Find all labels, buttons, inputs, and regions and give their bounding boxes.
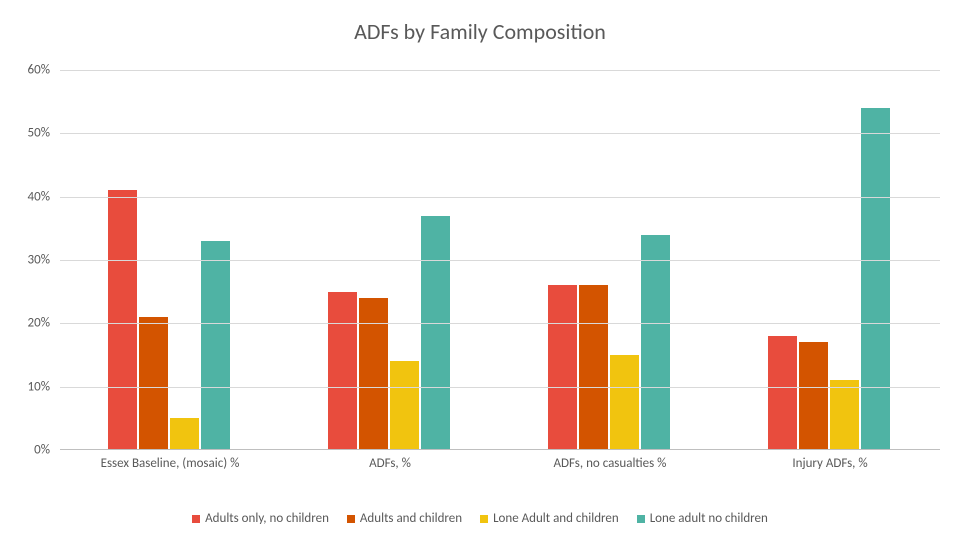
legend-label: Lone Adult and children: [493, 511, 619, 526]
x-axis-label: Injury ADFs, %: [792, 456, 867, 471]
x-axis-label: ADFs, %: [369, 456, 411, 471]
x-axis-line: [60, 449, 940, 450]
gridline: [60, 387, 940, 388]
gridline: [60, 70, 940, 71]
y-axis-label: 50%: [10, 126, 50, 141]
bar: [830, 380, 859, 450]
legend-swatch: [480, 515, 488, 523]
bar: [641, 235, 670, 450]
legend-item: Adults and children: [347, 511, 462, 526]
legend-swatch: [637, 515, 645, 523]
legend-swatch: [347, 515, 355, 523]
bar: [390, 361, 419, 450]
legend-label: Adults and children: [360, 511, 462, 526]
bar: [328, 292, 357, 450]
bar: [139, 317, 168, 450]
bar: [359, 298, 388, 450]
legend-swatch: [192, 515, 200, 523]
chart-title: ADFs by Family Composition: [0, 18, 960, 45]
bar: [421, 216, 450, 450]
bar: [108, 190, 137, 450]
y-axis-label: 10%: [10, 379, 50, 394]
y-axis-label: 40%: [10, 189, 50, 204]
y-axis-label: 0%: [10, 443, 50, 458]
bar: [861, 108, 890, 450]
bar: [799, 342, 828, 450]
gridline: [60, 133, 940, 134]
y-axis-label: 60%: [10, 63, 50, 78]
legend-label: Adults only, no children: [205, 511, 329, 526]
legend: Adults only, no children Adults and child…: [0, 511, 960, 526]
x-axis-label: Essex Baseline, (mosaic) %: [101, 456, 240, 471]
gridline: [60, 197, 940, 198]
legend-item: Adults only, no children: [192, 511, 329, 526]
legend-item: Lone adult no children: [637, 511, 768, 526]
legend-item: Lone Adult and children: [480, 511, 619, 526]
bar: [548, 285, 577, 450]
x-axis-label: ADFs, no casualties %: [554, 456, 667, 471]
bar: [610, 355, 639, 450]
chart-container: ADFs by Family Composition 0%10%20%30%40…: [0, 0, 960, 540]
y-axis-label: 30%: [10, 253, 50, 268]
plot-area: 0%10%20%30%40%50%60%Essex Baseline, (mos…: [60, 70, 940, 450]
legend-label: Lone adult no children: [650, 511, 768, 526]
bar: [768, 336, 797, 450]
gridline: [60, 323, 940, 324]
bar: [170, 418, 199, 450]
bar: [579, 285, 608, 450]
y-axis-label: 20%: [10, 316, 50, 331]
bar: [201, 241, 230, 450]
gridline: [60, 260, 940, 261]
